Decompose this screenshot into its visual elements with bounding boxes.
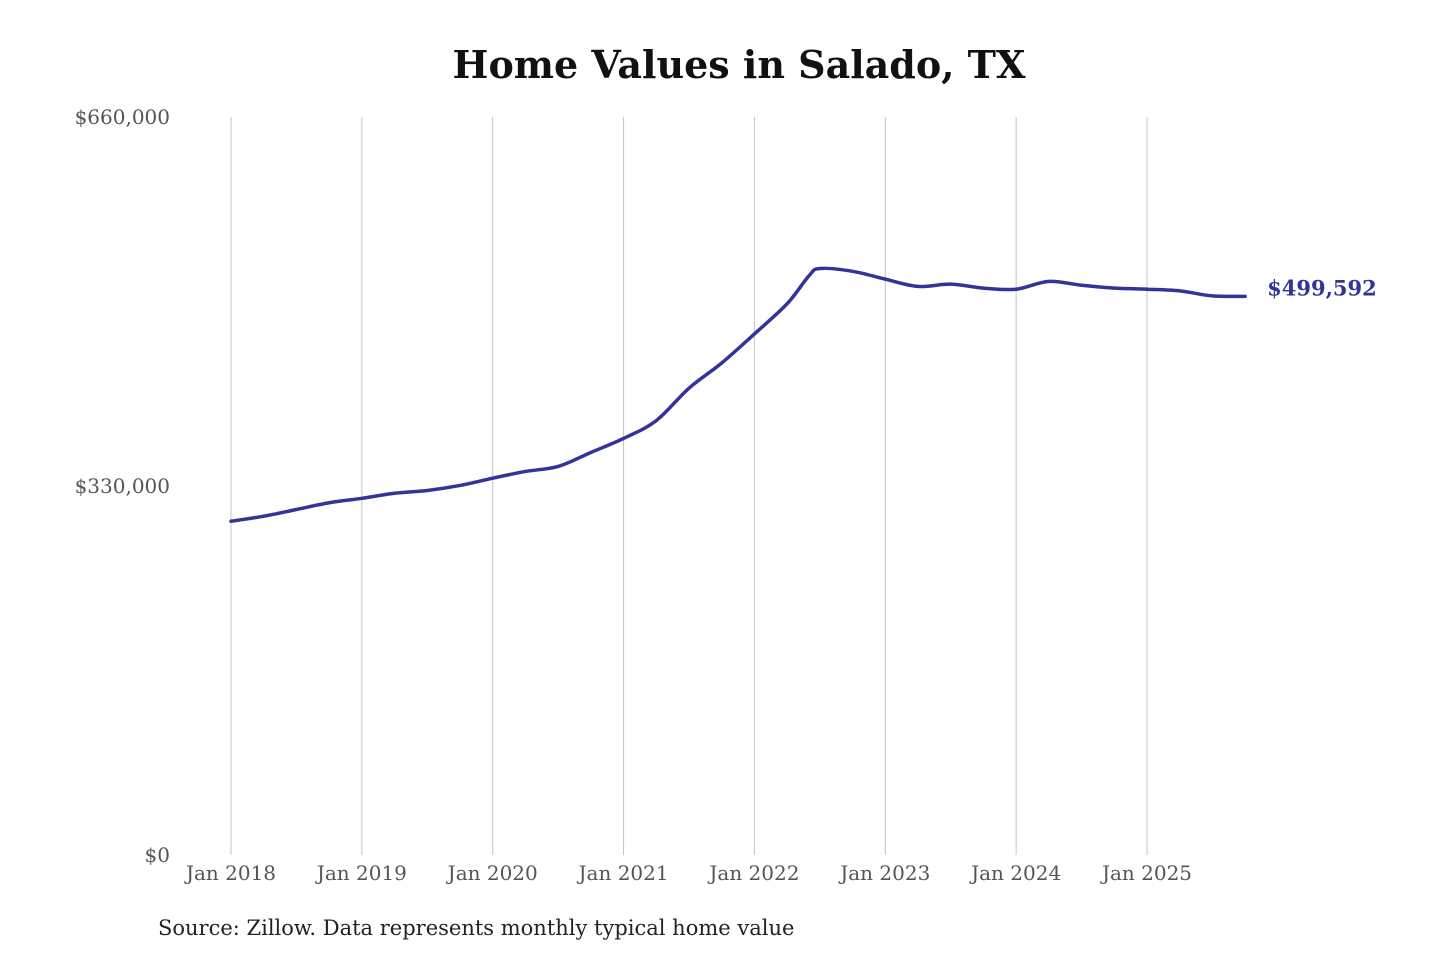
x-tick-label: Jan 2025	[1100, 861, 1192, 885]
y-tick-label: $660,000	[75, 105, 170, 129]
source-note: Source: Zillow. Data represents monthly …	[158, 916, 795, 940]
x-tick-label: Jan 2018	[184, 861, 276, 885]
home-value-line	[229, 266, 1247, 523]
y-tick-label: $0	[145, 843, 170, 867]
chart-title: Home Values in Salado, TX	[452, 42, 1026, 87]
x-tick-label: Jan 2019	[315, 861, 407, 885]
x-tick-label: Jan 2020	[446, 861, 538, 885]
x-tick-label: Jan 2024	[969, 861, 1061, 885]
x-tick-label: Jan 2022	[707, 861, 799, 885]
x-tick-label: Jan 2023	[838, 861, 930, 885]
end-value-label: $499,592	[1267, 275, 1377, 300]
x-tick-label: Jan 2021	[577, 861, 669, 885]
y-tick-label: $330,000	[75, 474, 170, 498]
